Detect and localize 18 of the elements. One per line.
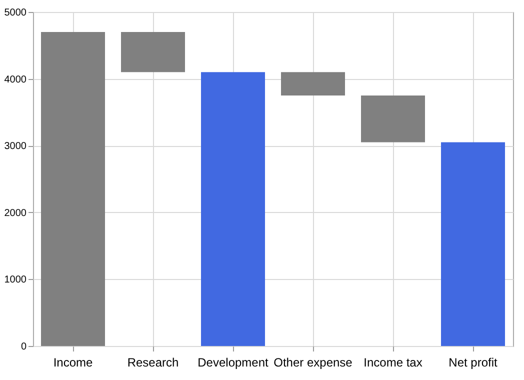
y-tick-label: 0 [20, 342, 27, 352]
y-tick-label: 4000 [4, 74, 27, 86]
bar [41, 32, 105, 346]
y-tick-label: 1000 [4, 274, 27, 286]
x-tick-label: Other expense [274, 356, 353, 370]
bar [121, 32, 185, 72]
bar [201, 72, 265, 346]
x-tick-label: Income [53, 356, 93, 370]
x-tick-label: Net profit [448, 356, 498, 370]
x-tick-label: Income tax [364, 356, 422, 370]
bar [441, 142, 505, 346]
x-tick-label: Development [198, 356, 270, 370]
y-tick-label: 3000 [4, 141, 27, 152]
y-tick-label: 5000 [4, 8, 27, 18]
bar [281, 72, 345, 96]
y-tick-label: 2000 [4, 208, 27, 219]
x-tick-label: Research [127, 356, 179, 370]
bar [361, 96, 425, 142]
